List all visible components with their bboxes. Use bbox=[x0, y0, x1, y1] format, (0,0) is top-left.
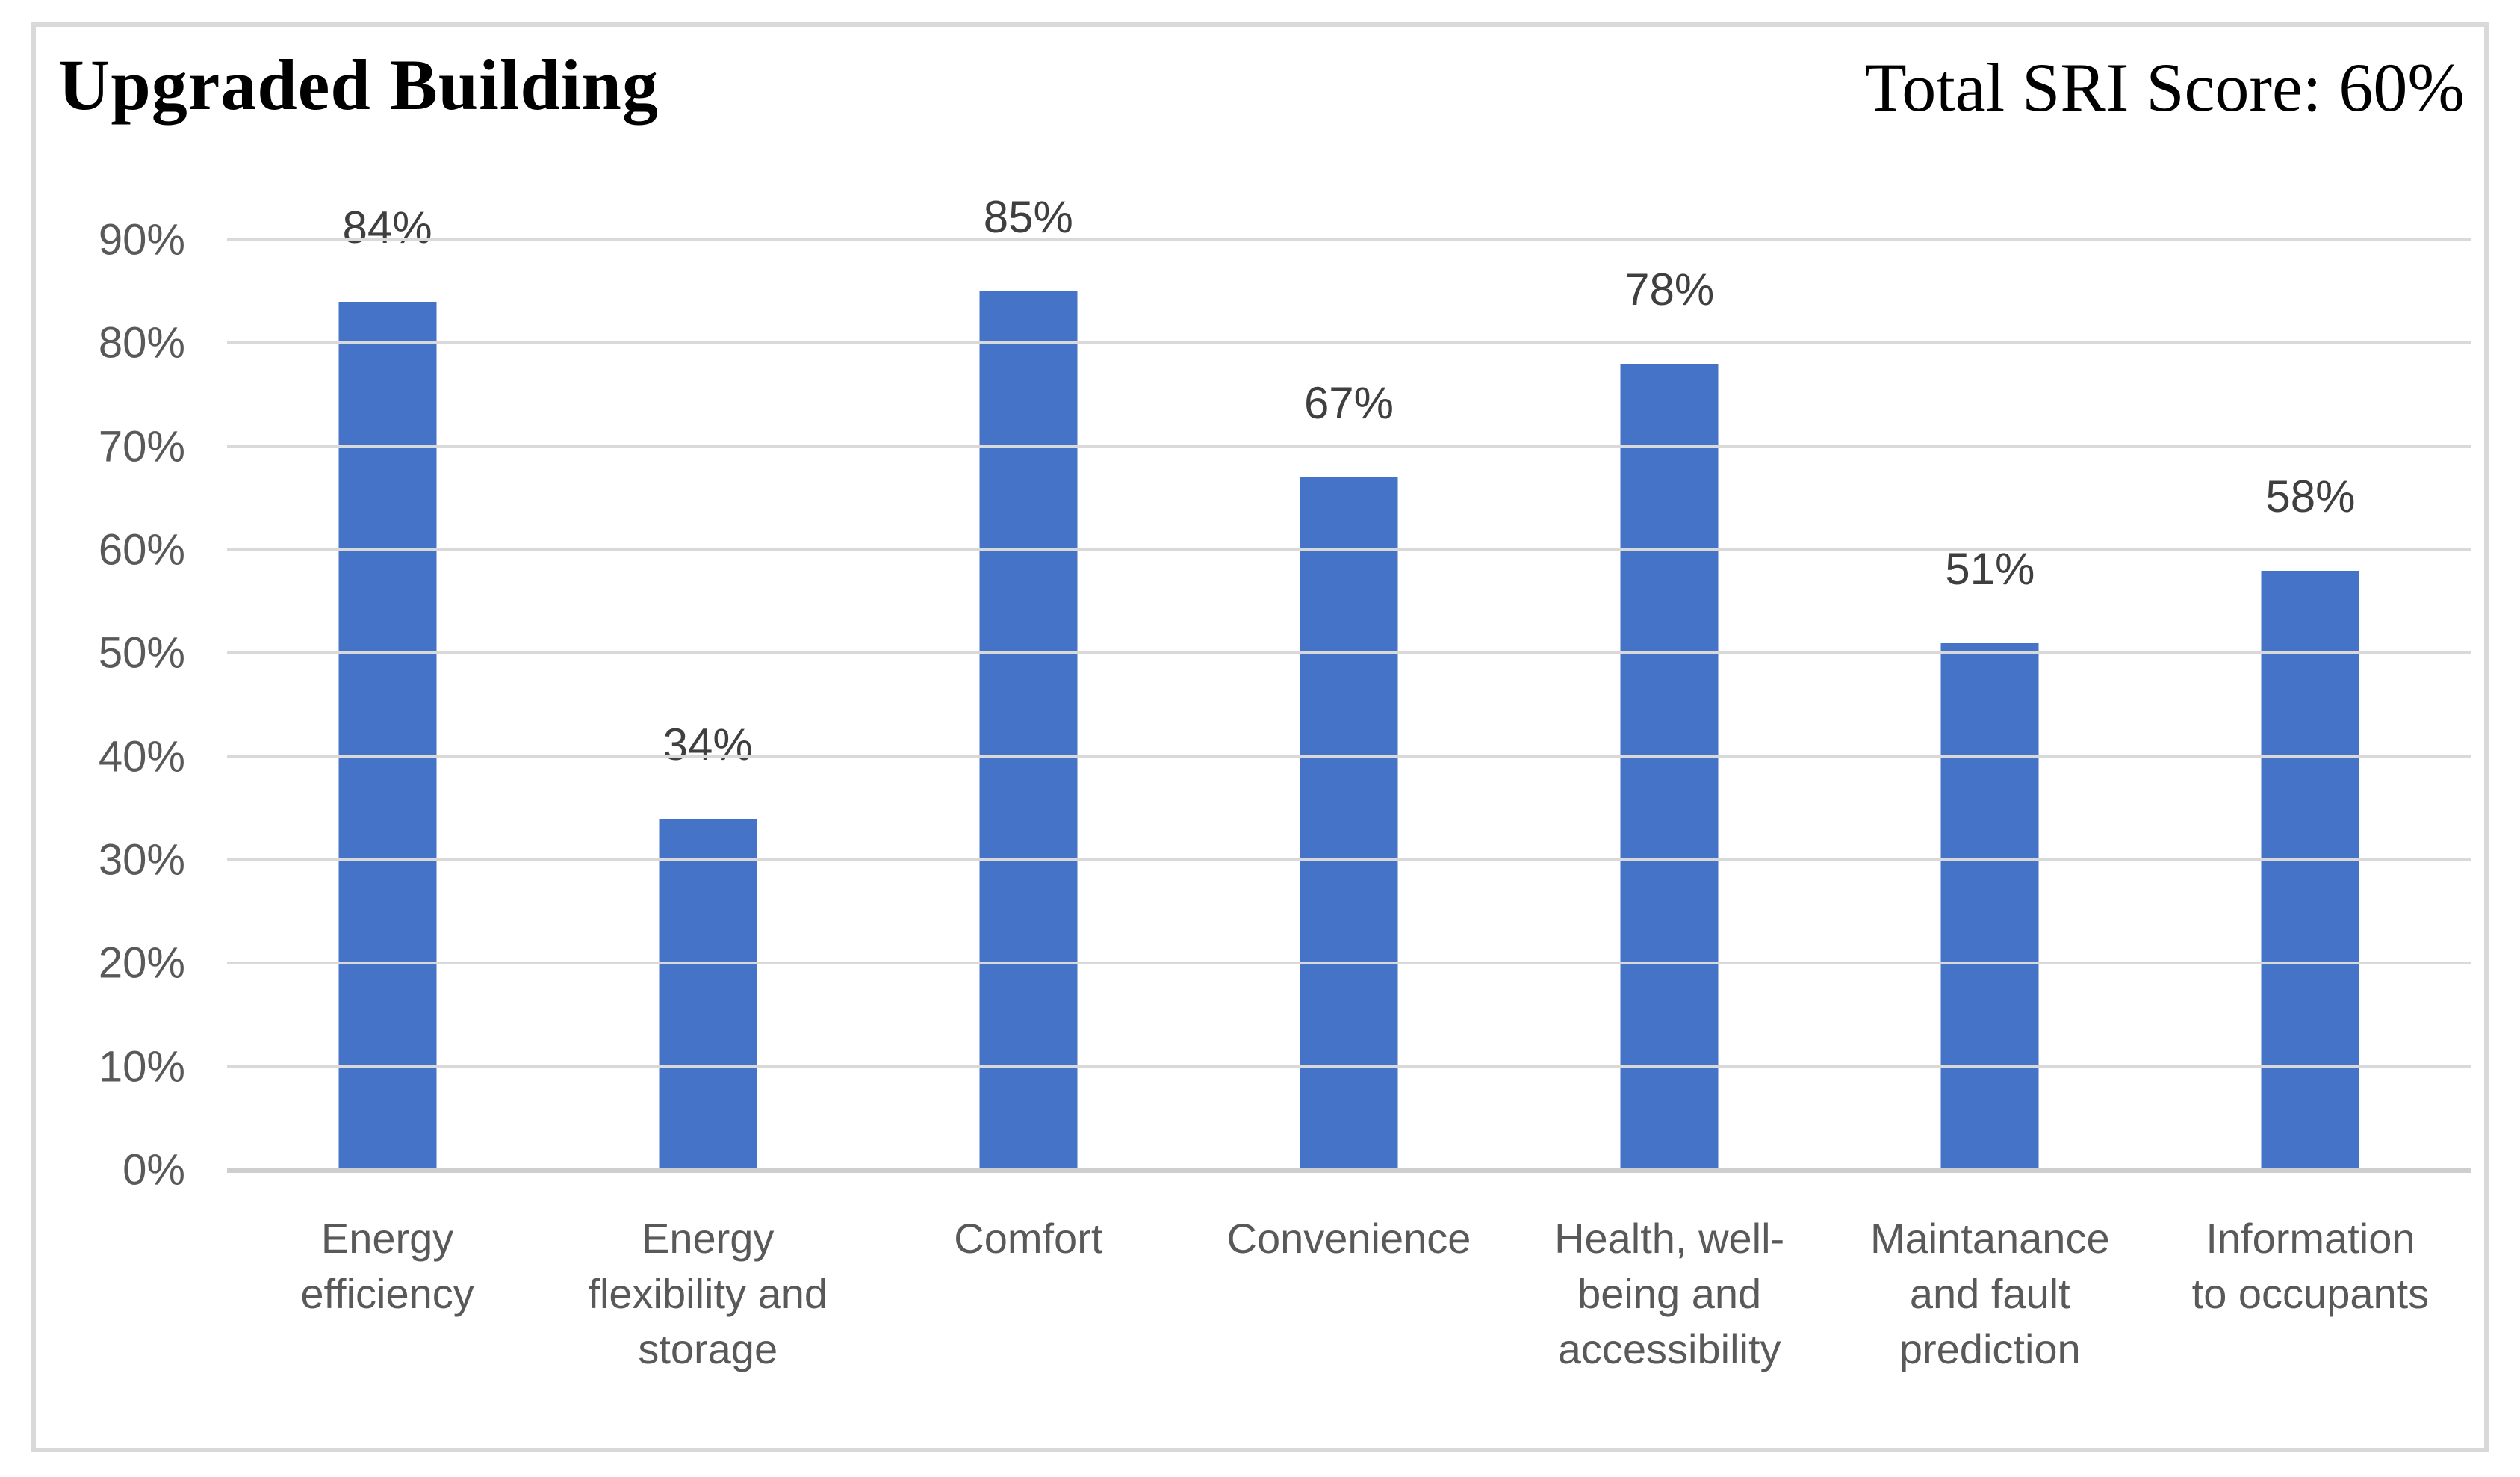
bar-slot: 78% bbox=[1509, 240, 1830, 1170]
chart-frame: Upgraded Building Total SRI Score: 60% 8… bbox=[31, 22, 2489, 1452]
gridline bbox=[227, 755, 2471, 758]
y-tick-label: 70% bbox=[98, 422, 185, 471]
total-sri-score-label: Total SRI Score: 60% bbox=[1864, 49, 2465, 126]
y-tick-label: 10% bbox=[98, 1042, 185, 1092]
gridline bbox=[227, 858, 2471, 861]
bars-row: 84% 34% 85% 67% 78% 51% 58% bbox=[227, 192, 2471, 1170]
category-label-line: accessibility bbox=[1557, 1325, 1781, 1372]
bar-value-label: 84% bbox=[342, 202, 432, 253]
bar-value-label: 34% bbox=[662, 719, 753, 770]
gridline bbox=[227, 962, 2471, 964]
gridline bbox=[227, 1065, 2471, 1068]
bar-4 bbox=[1300, 477, 1398, 1170]
y-tick-label: 0% bbox=[122, 1145, 185, 1195]
bar-7 bbox=[2261, 570, 2359, 1170]
bar-slot: 58% bbox=[2150, 240, 2471, 1170]
bar-value-label: 51% bbox=[1945, 543, 2035, 594]
y-tick-label: 30% bbox=[98, 835, 185, 885]
category-label-line: flexibility and bbox=[588, 1270, 828, 1317]
gridline bbox=[227, 548, 2471, 551]
y-tick-label: 80% bbox=[98, 318, 185, 368]
chart-title: Upgraded Building bbox=[58, 45, 659, 125]
category-label: Maintanance and fault prediction bbox=[1830, 1211, 2150, 1377]
category-label: Comfort bbox=[868, 1211, 1188, 1377]
plot-area: 84% 34% 85% 67% 78% 51% 58% 90% 80% 70% 60% 50% 40%… bbox=[99, 192, 2471, 1195]
category-label: Convenience bbox=[1188, 1211, 1509, 1377]
category-label-line: Convenience bbox=[1226, 1215, 1471, 1262]
y-tick-label: 90% bbox=[98, 215, 185, 264]
y-tick-label: 50% bbox=[98, 628, 185, 678]
category-label-line: Health, well- bbox=[1554, 1215, 1785, 1262]
bar-3 bbox=[979, 291, 1078, 1170]
y-tick-label: 20% bbox=[98, 938, 185, 988]
category-label: Energy flexibility and storage bbox=[547, 1211, 868, 1377]
category-label-line: Maintanance bbox=[1869, 1215, 2110, 1262]
bar-slot: 51% bbox=[1830, 240, 2150, 1170]
bar-value-label: 67% bbox=[1303, 378, 1394, 429]
category-label-line: Energy bbox=[641, 1215, 775, 1262]
bar-slot: 85% bbox=[868, 192, 1188, 1170]
gridline bbox=[227, 341, 2471, 344]
category-label-line: prediction bbox=[1899, 1325, 2081, 1372]
category-label: Health, well-being and accessibility bbox=[1509, 1211, 1830, 1377]
gridline bbox=[227, 238, 2471, 241]
category-label-line: and fault bbox=[1909, 1270, 2070, 1317]
bar-slot: 34% bbox=[547, 240, 868, 1170]
bar-5 bbox=[1620, 364, 1719, 1170]
y-tick-label: 40% bbox=[98, 732, 185, 781]
category-label-line: being and bbox=[1577, 1270, 1762, 1317]
category-label-line: storage bbox=[638, 1325, 778, 1372]
category-label-line: Energy bbox=[320, 1215, 454, 1262]
bar-value-label: 85% bbox=[983, 192, 1073, 243]
bar-value-label: 58% bbox=[2265, 471, 2356, 521]
bar-slot: 84% bbox=[227, 202, 547, 1170]
gridline bbox=[227, 445, 2471, 448]
category-label-line: Information bbox=[2206, 1215, 2415, 1262]
category-axis: Energy efficiency Energy flexibility and sto… bbox=[227, 1211, 2471, 1377]
bar-2 bbox=[659, 818, 757, 1170]
x-axis-line bbox=[227, 1168, 2471, 1173]
category-label: Energy efficiency bbox=[227, 1211, 547, 1377]
category-label: Information to occupants bbox=[2150, 1211, 2471, 1377]
y-tick-label: 60% bbox=[98, 525, 185, 575]
category-label-line: to occupants bbox=[2191, 1270, 2430, 1317]
category-label-line: Comfort bbox=[954, 1215, 1103, 1262]
bar-value-label: 78% bbox=[1624, 264, 1715, 315]
gridline bbox=[227, 651, 2471, 654]
bar-slot: 67% bbox=[1188, 240, 1509, 1170]
category-label-line: efficiency bbox=[300, 1270, 474, 1317]
bar-6 bbox=[1940, 642, 2039, 1170]
bar-1 bbox=[338, 302, 437, 1170]
